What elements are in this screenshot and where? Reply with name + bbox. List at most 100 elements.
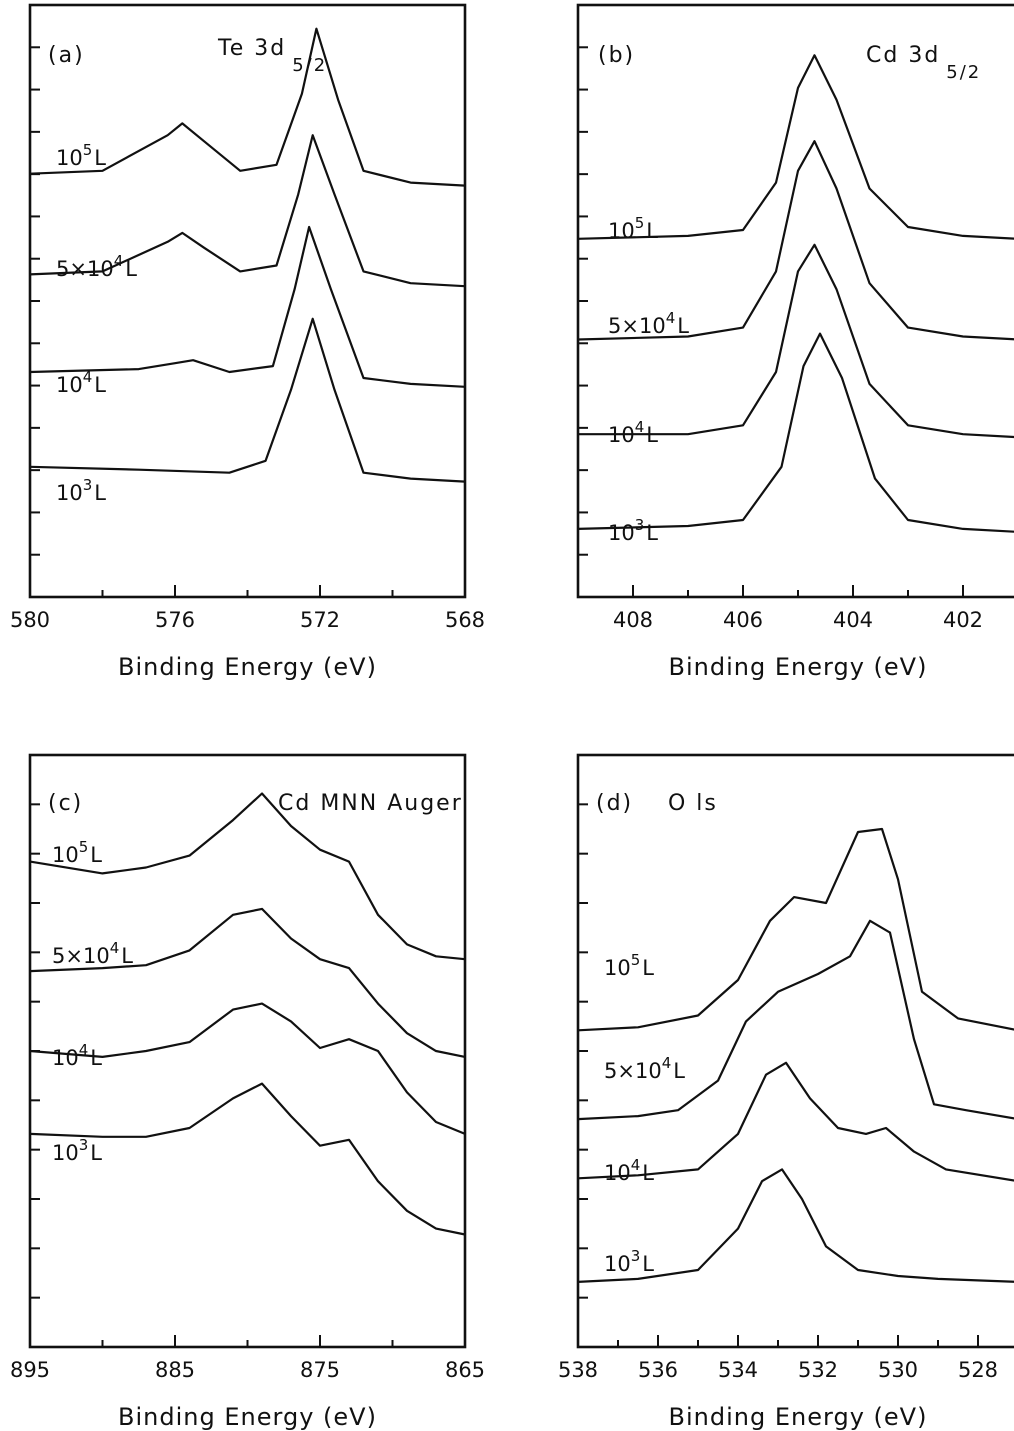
trace-line bbox=[29, 225, 466, 388]
trace-label-exponent: 5 bbox=[635, 214, 645, 232]
x-tick-label: 406 bbox=[723, 608, 763, 632]
trace-line bbox=[577, 332, 1014, 533]
trace-label-exponent: 3 bbox=[79, 1136, 89, 1154]
trace-label-unit: L bbox=[642, 1161, 654, 1185]
trace-label: 5×104L bbox=[608, 309, 689, 338]
panel-letter: (a) bbox=[48, 43, 85, 68]
x-tick-label: 885 bbox=[155, 1358, 195, 1382]
trace-label-unit: L bbox=[642, 956, 654, 980]
x-tick-label: 568 bbox=[445, 608, 485, 632]
trace-label-unit: L bbox=[90, 1141, 102, 1165]
trace-label-base: 10 bbox=[56, 481, 83, 505]
x-tick-label: 538 bbox=[558, 1358, 598, 1382]
trace-label: 104L bbox=[52, 1041, 102, 1070]
plot-frame bbox=[28, 3, 467, 599]
x-tick-label: 534 bbox=[718, 1358, 758, 1382]
trace-label-exponent: 4 bbox=[110, 939, 120, 957]
trace-label: 104L bbox=[608, 418, 658, 447]
x-tick-label: 532 bbox=[798, 1358, 838, 1382]
x-tick-label: 875 bbox=[300, 1358, 340, 1382]
trace-line bbox=[29, 1082, 466, 1236]
panel-title: Cd 3d5/2 bbox=[866, 43, 981, 83]
panel-b: 408 406 404 402 Binding Energy (eV) (b) Cd 3d5… bbox=[576, 3, 1014, 681]
trace-label-exponent: 3 bbox=[635, 516, 645, 534]
trace-label-unit: L bbox=[646, 423, 658, 447]
trace-label: 103L bbox=[608, 516, 658, 545]
trace-label: 104L bbox=[56, 368, 106, 397]
trace-label-unit: L bbox=[94, 481, 106, 505]
trace-label-unit: L bbox=[673, 1059, 685, 1083]
x-axis-label: Binding Energy (eV) bbox=[669, 653, 928, 681]
trace-label-base: 10 bbox=[608, 219, 635, 243]
trace-line bbox=[29, 134, 466, 288]
x-axis-label: Binding Energy (eV) bbox=[118, 1403, 377, 1431]
panel-title: Cd MNN Auger bbox=[278, 791, 463, 816]
trace-label-base: 10 bbox=[52, 1141, 79, 1165]
x-tick-label: 528 bbox=[958, 1358, 998, 1382]
trace-label-exponent: 5 bbox=[631, 951, 641, 969]
trace-label-unit: L bbox=[90, 843, 102, 867]
trace-line bbox=[577, 54, 1014, 240]
x-tick-label: 576 bbox=[155, 608, 195, 632]
trace-label-base: 10 bbox=[604, 1161, 631, 1185]
trace-label-exponent: 4 bbox=[79, 1041, 89, 1059]
x-tick-label: 530 bbox=[878, 1358, 918, 1382]
trace-line bbox=[29, 792, 466, 961]
trace-label-exponent: 4 bbox=[631, 1156, 641, 1174]
trace-line bbox=[29, 317, 466, 483]
trace-line bbox=[577, 1061, 1014, 1182]
trace-label-base: 5×10 bbox=[56, 257, 114, 281]
trace-label-unit: L bbox=[646, 219, 658, 243]
trace-label-base: 10 bbox=[56, 373, 83, 397]
x-tick-label: 580 bbox=[10, 608, 50, 632]
trace-label-exponent: 4 bbox=[635, 418, 645, 436]
trace-label-exponent: 4 bbox=[662, 1054, 672, 1072]
x-tick-label: 536 bbox=[638, 1358, 678, 1382]
trace-label-exponent: 4 bbox=[83, 368, 93, 386]
trace-label: 105L bbox=[52, 838, 102, 867]
panel-letter: (c) bbox=[48, 791, 83, 816]
trace-label-base: 10 bbox=[56, 146, 83, 170]
x-tick-label: 895 bbox=[10, 1358, 50, 1382]
trace-label-exponent: 5 bbox=[83, 141, 93, 159]
trace-label-unit: L bbox=[94, 146, 106, 170]
trace-label-base: 10 bbox=[52, 843, 79, 867]
trace-label-exponent: 5 bbox=[79, 838, 89, 856]
trace-label-base: 10 bbox=[608, 423, 635, 447]
trace-label: 5×104L bbox=[604, 1054, 685, 1083]
x-tick-label: 408 bbox=[613, 608, 653, 632]
trace-label: 103L bbox=[52, 1136, 102, 1165]
trace-label-exponent: 3 bbox=[83, 476, 93, 494]
trace-label: 5×104L bbox=[56, 252, 137, 281]
trace-label: 5×104L bbox=[52, 939, 133, 968]
trace-label: 105L bbox=[604, 951, 654, 980]
x-tick-label: 865 bbox=[445, 1358, 485, 1382]
panel-title: O ls bbox=[668, 791, 718, 816]
trace-label-base: 5×10 bbox=[52, 944, 110, 968]
trace-line bbox=[577, 140, 1014, 341]
trace-label: 103L bbox=[56, 476, 106, 505]
trace-label-unit: L bbox=[677, 314, 689, 338]
trace-line bbox=[578, 243, 1014, 439]
trace-label-exponent: 4 bbox=[114, 252, 124, 270]
x-tick-label: 402 bbox=[943, 608, 983, 632]
trace-line bbox=[29, 27, 466, 187]
trace-label-exponent: 3 bbox=[631, 1247, 641, 1265]
trace-label-base: 5×10 bbox=[608, 314, 666, 338]
trace-label-base: 10 bbox=[604, 1252, 631, 1276]
trace-line bbox=[29, 907, 466, 1058]
panel-c: 895 885 875 865 Binding Energy (eV) (c) Cd MNN… bbox=[10, 753, 485, 1431]
trace-label-unit: L bbox=[642, 1252, 654, 1276]
trace-label-base: 10 bbox=[608, 521, 635, 545]
panel-letter: (d) bbox=[596, 791, 633, 816]
trace-label-base: 5×10 bbox=[604, 1059, 662, 1083]
trace-label-unit: L bbox=[121, 944, 133, 968]
trace-label: 105L bbox=[56, 141, 106, 170]
trace-label-unit: L bbox=[90, 1046, 102, 1070]
panel-letter: (b) bbox=[598, 43, 635, 68]
trace-label-base: 10 bbox=[604, 956, 631, 980]
trace-label: 104L bbox=[604, 1156, 654, 1185]
